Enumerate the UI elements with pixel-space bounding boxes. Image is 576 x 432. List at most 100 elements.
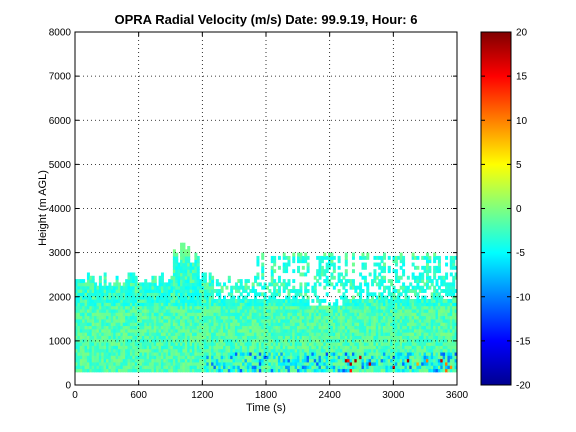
heatmap-cell [182, 269, 186, 274]
heatmap-cell [103, 279, 107, 284]
heatmap-cell [156, 335, 160, 340]
heatmap-cell [151, 332, 155, 336]
heatmap-cell [368, 298, 372, 303]
heatmap-cell [82, 312, 86, 317]
heatmap-cell [218, 282, 222, 287]
heatmap-cell [225, 315, 229, 320]
heatmap-cell [139, 285, 143, 290]
heatmap-cell [328, 355, 332, 360]
heatmap-cell [208, 368, 212, 373]
heatmap-cell [256, 322, 260, 327]
heatmap-cell [344, 325, 348, 330]
heatmap-cell [234, 312, 238, 317]
heatmap-cell [270, 308, 274, 313]
heatmap-cell [277, 279, 281, 284]
heatmap-cell [180, 259, 184, 264]
heatmap-cell [98, 358, 102, 363]
heatmap-cell [323, 255, 327, 260]
heatmap-cell [191, 341, 195, 346]
heatmap-cell [96, 338, 100, 343]
heatmap-cell [442, 328, 446, 333]
heatmap-cell [423, 295, 427, 300]
heatmap-cell [156, 368, 160, 373]
heatmap-cell [182, 279, 186, 284]
heatmap-cell [79, 285, 83, 290]
heatmap-cell [323, 298, 327, 303]
heatmap-cell [91, 292, 95, 297]
heatmap-cell [122, 332, 126, 336]
heatmap-cell [445, 355, 449, 360]
heatmap-cell [344, 295, 348, 300]
heatmap-cell [311, 348, 315, 353]
heatmap-cell [110, 289, 114, 293]
heatmap-cell [177, 292, 181, 297]
heatmap-cell [328, 308, 332, 313]
heatmap-cell [184, 345, 188, 350]
heatmap-cell [273, 341, 277, 346]
heatmap-cell [160, 368, 164, 373]
heatmap-cell [430, 295, 434, 300]
heatmap-cell [414, 355, 418, 360]
heatmap-cell [318, 259, 322, 264]
heatmap-cell [234, 365, 238, 370]
heatmap-cell [404, 365, 408, 370]
heatmap-cell [261, 322, 265, 327]
heatmap-cell [203, 361, 207, 366]
heatmap-cell [349, 298, 353, 303]
heatmap-cell [151, 289, 155, 293]
heatmap-cell [117, 298, 121, 303]
heatmap-cell [411, 275, 415, 280]
heatmap-cell [416, 298, 420, 303]
heatmap-cell [168, 315, 172, 320]
heatmap-cell [182, 298, 186, 303]
heatmap-cell [297, 328, 301, 333]
heatmap-cell [134, 305, 138, 310]
heatmap-cell [184, 298, 188, 303]
heatmap-cell [191, 315, 195, 320]
heatmap-cell [411, 285, 415, 290]
heatmap-cell [206, 361, 210, 366]
heatmap-cell [177, 312, 181, 317]
heatmap-cell [268, 302, 272, 307]
heatmap-cell [175, 315, 179, 320]
heatmap-cell [323, 318, 327, 323]
heatmap-cell [382, 298, 386, 303]
heatmap-cell [430, 325, 434, 330]
heatmap-cell [203, 328, 207, 333]
heatmap-cell [399, 308, 403, 313]
heatmap-cell [234, 298, 238, 303]
heatmap-cell [249, 365, 253, 370]
heatmap-cell [149, 361, 152, 366]
heatmap-cell [318, 355, 322, 360]
heatmap-cell [270, 355, 274, 360]
heatmap-cell [170, 279, 174, 284]
heatmap-cell [261, 312, 265, 317]
heatmap-cell [215, 332, 219, 336]
heatmap-cell [208, 292, 212, 297]
heatmap-cell [84, 315, 88, 320]
heatmap-cell [402, 259, 406, 264]
heatmap-cell [320, 355, 324, 360]
heatmap-cell [211, 312, 215, 317]
heatmap-cell [165, 368, 169, 373]
heatmap-cell [428, 341, 432, 346]
heatmap-cell [280, 338, 284, 343]
heatmap-cell [263, 332, 267, 336]
heatmap-cell [445, 312, 449, 317]
heatmap-cell [349, 368, 353, 373]
heatmap-cell [378, 292, 382, 297]
heatmap-cell [366, 365, 370, 370]
heatmap-cell [354, 328, 358, 333]
heatmap-cell [187, 272, 191, 277]
heatmap-cell [110, 365, 114, 370]
heatmap-cell [129, 315, 133, 320]
heatmap-cell [144, 302, 148, 307]
heatmap-cell [244, 302, 248, 307]
heatmap-cell [421, 361, 425, 366]
heatmap-cell [394, 279, 398, 284]
heatmap-cell [115, 285, 119, 290]
heatmap-cell [194, 305, 198, 310]
heatmap-cell [402, 341, 406, 346]
heatmap-cell [344, 358, 348, 363]
heatmap-cell [435, 338, 439, 343]
